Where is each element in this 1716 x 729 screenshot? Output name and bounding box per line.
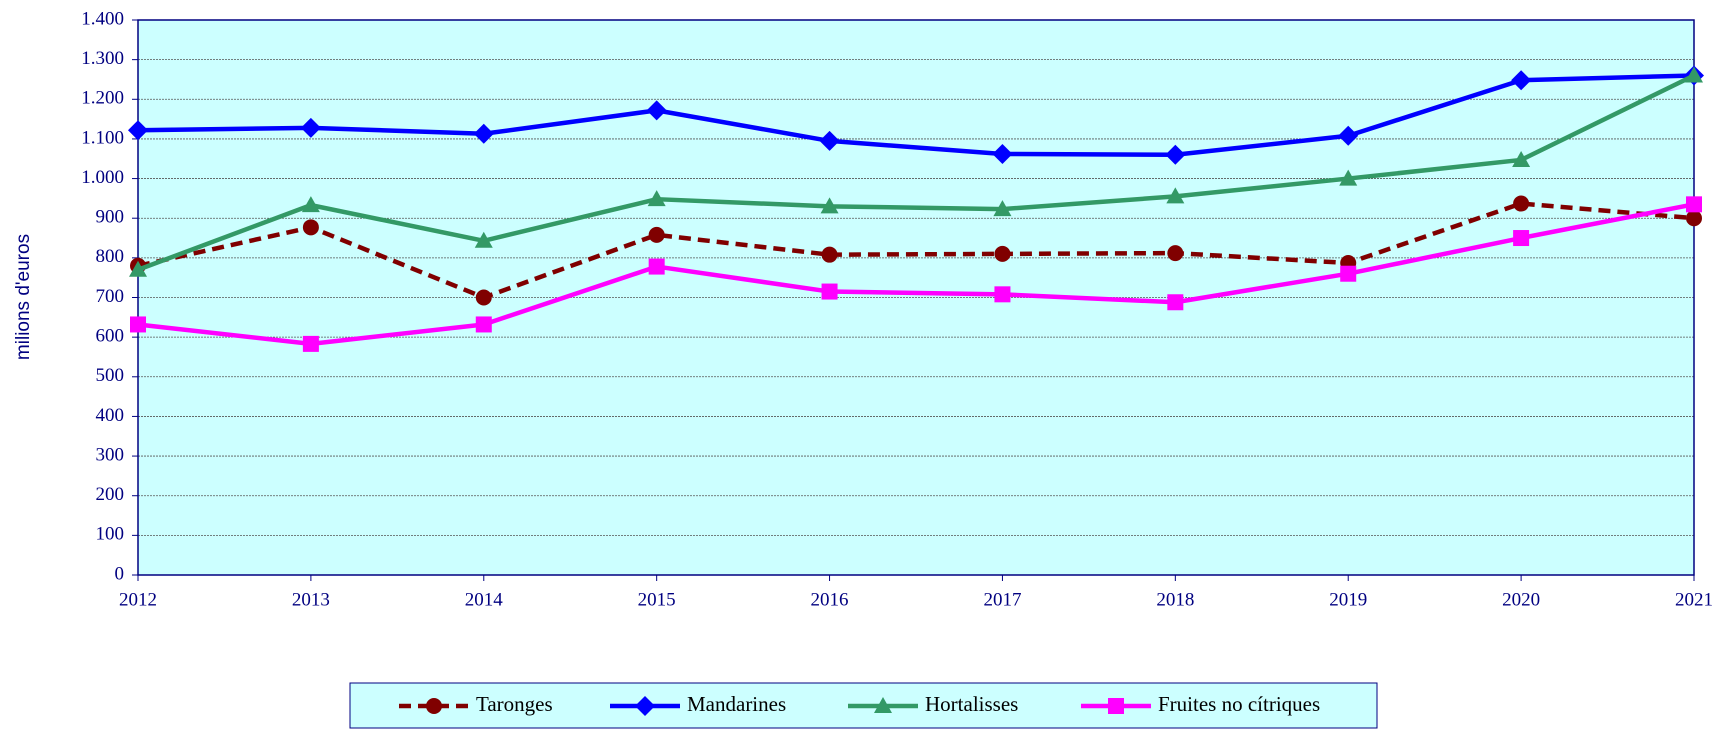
legend-marker bbox=[635, 696, 655, 716]
data-point bbox=[475, 316, 492, 333]
legend-label: Hortalisses bbox=[925, 692, 1018, 716]
y-tick-label: 1.100 bbox=[81, 127, 124, 148]
y-tick-label: 300 bbox=[96, 444, 125, 465]
y-tick-label: 100 bbox=[96, 524, 125, 545]
data-point bbox=[646, 100, 667, 121]
x-tick-label: 2012 bbox=[119, 589, 157, 610]
data-point bbox=[302, 219, 319, 236]
legend-marker bbox=[426, 698, 442, 714]
data-point bbox=[1340, 265, 1357, 282]
legend-label: Mandarines bbox=[687, 692, 786, 716]
data-point bbox=[1686, 210, 1702, 227]
x-tick-label: 2018 bbox=[1156, 589, 1194, 610]
data-point bbox=[473, 123, 494, 144]
data-point bbox=[300, 117, 321, 138]
y-tick-label: 200 bbox=[96, 484, 125, 505]
x-tick-label: 2020 bbox=[1502, 589, 1540, 610]
data-point bbox=[994, 286, 1011, 303]
data-point bbox=[1513, 230, 1530, 247]
x-tick-label: 2016 bbox=[811, 589, 849, 610]
data-point bbox=[1338, 125, 1359, 146]
y-tick-label: 800 bbox=[96, 246, 125, 267]
series-line bbox=[137, 73, 1695, 158]
data-point bbox=[821, 283, 838, 300]
series-line bbox=[137, 202, 1695, 347]
y-tick-label: 900 bbox=[96, 207, 125, 228]
data-point bbox=[129, 260, 147, 277]
x-tick-label: 2014 bbox=[465, 589, 504, 610]
y-tick-label: 700 bbox=[96, 286, 125, 307]
y-tick-label: 0 bbox=[115, 563, 125, 584]
legend-marker bbox=[1108, 698, 1124, 714]
data-point bbox=[992, 143, 1013, 164]
data-point bbox=[1165, 144, 1186, 165]
data-point bbox=[1166, 187, 1185, 204]
data-point bbox=[648, 258, 665, 275]
x-tick-label: 2019 bbox=[1329, 589, 1367, 610]
x-tick-label: 2015 bbox=[638, 589, 676, 610]
data-point bbox=[1685, 66, 1703, 83]
data-point bbox=[647, 190, 666, 207]
data-point bbox=[128, 120, 148, 141]
data-point bbox=[820, 197, 839, 214]
x-tick-label: 2017 bbox=[983, 589, 1021, 610]
legend-label: Taronges bbox=[476, 692, 553, 716]
data-point bbox=[301, 196, 320, 213]
y-axis-label: milions d'euros bbox=[13, 234, 34, 360]
data-point bbox=[1686, 196, 1702, 213]
x-tick-label: 2021 bbox=[1675, 589, 1713, 610]
series-line bbox=[137, 73, 1695, 272]
data-point bbox=[1167, 294, 1184, 311]
data-point bbox=[821, 246, 838, 263]
y-tick-label: 500 bbox=[96, 365, 125, 386]
x-tick-label: 2013 bbox=[292, 589, 330, 610]
data-point bbox=[1512, 150, 1531, 167]
data-point bbox=[302, 335, 319, 352]
legend-label: Fruites no cítriques bbox=[1158, 692, 1320, 716]
data-point bbox=[130, 316, 146, 333]
data-point bbox=[1511, 70, 1532, 91]
data-point bbox=[819, 130, 840, 151]
data-point bbox=[1339, 169, 1358, 186]
data-point bbox=[648, 226, 665, 243]
legend-marker bbox=[874, 697, 892, 713]
y-tick-label: 1.300 bbox=[81, 48, 124, 69]
y-tick-label: 600 bbox=[96, 326, 125, 347]
data-point bbox=[993, 200, 1012, 217]
data-point bbox=[475, 289, 492, 306]
y-tick-label: 1.200 bbox=[81, 88, 124, 109]
data-point bbox=[994, 245, 1011, 262]
y-tick-label: 1.000 bbox=[81, 167, 124, 188]
series-line bbox=[137, 201, 1695, 300]
data-point bbox=[1513, 195, 1530, 212]
y-tick-label: 400 bbox=[96, 405, 125, 426]
data-point bbox=[474, 231, 493, 248]
plot-border bbox=[137, 19, 1695, 576]
y-tick-label: 1.400 bbox=[81, 8, 124, 29]
data-point bbox=[1167, 245, 1184, 262]
